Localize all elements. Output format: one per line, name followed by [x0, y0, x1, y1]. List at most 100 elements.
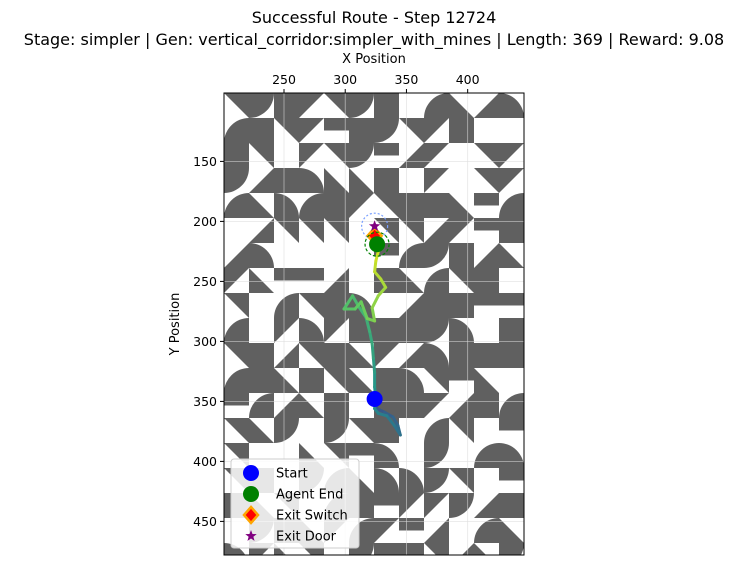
level-tile [424, 318, 449, 343]
level-tile [474, 193, 499, 206]
level-tile [399, 268, 424, 293]
route-segment [391, 415, 400, 427]
level-tile [474, 518, 499, 543]
level-tile [474, 393, 499, 418]
level-tile [374, 343, 399, 368]
level-tile [499, 293, 524, 306]
level-tile [224, 143, 249, 168]
level-tile [349, 443, 374, 456]
route-segment [392, 423, 402, 437]
level-tile [424, 518, 449, 543]
level-tile [474, 243, 499, 268]
route-segment [370, 342, 375, 360]
plot-frame [223, 92, 525, 556]
level-tile [374, 168, 399, 193]
level-tile [224, 343, 249, 368]
level-tile [324, 118, 349, 131]
level-tile [499, 518, 524, 543]
level-tile [249, 118, 274, 143]
legend: Start Agent End Exit Switch Exit Door [230, 458, 360, 549]
legend-marker-star [245, 530, 257, 541]
level-tile [299, 168, 324, 193]
level-tile [224, 268, 249, 293]
level-tile [224, 168, 249, 193]
legend-label: Start [276, 467, 308, 482]
level-tile [224, 418, 249, 443]
level-tile [324, 368, 349, 393]
route-segment [368, 330, 374, 346]
level-tile [324, 393, 349, 418]
level-tile [424, 93, 449, 118]
level-tile [349, 168, 374, 193]
level-tile [299, 343, 324, 368]
route-segment [373, 270, 383, 281]
level-tile [499, 243, 524, 268]
level-tile [374, 318, 399, 343]
level-tile [399, 118, 424, 143]
y-axis-ticks: 150 200 250 300 350 400 450 [193, 154, 224, 529]
level-tile [274, 118, 299, 143]
legend-label: Agent End [276, 488, 343, 503]
level-tile [424, 493, 449, 518]
y-tick-label: 300 [193, 334, 217, 349]
level-tile [399, 218, 424, 243]
level-tile [424, 393, 449, 418]
level-tile [474, 293, 499, 306]
level-tile [474, 268, 499, 293]
level-tile [274, 268, 299, 281]
y-tick-label: 400 [193, 454, 217, 469]
level-tile [324, 418, 349, 443]
route-segment [382, 410, 395, 419]
level-tile [299, 368, 324, 393]
x-tick-label: 300 [333, 72, 357, 87]
level-tile [349, 368, 374, 393]
level-tile [274, 293, 299, 318]
level-tile [274, 193, 299, 218]
start-marker [366, 391, 383, 407]
route-segment [371, 356, 377, 375]
level-tile [274, 418, 299, 443]
level-tile [499, 418, 524, 431]
agent-route [342, 242, 402, 437]
route-segment [342, 294, 355, 311]
level-tile [274, 218, 299, 243]
level-tile [499, 168, 524, 193]
level-tile [424, 218, 449, 243]
x-axis-ticks: 250 300 350 400 [272, 72, 480, 93]
legend-marker-circle [243, 486, 259, 502]
level-tile [299, 393, 324, 418]
level-tile [399, 293, 424, 318]
chart-subtitle: Stage: simpler | Gen: vertical_corridor:… [24, 30, 724, 50]
level-tile [399, 543, 424, 555]
y-axis-label: Y Position [168, 293, 183, 357]
level-tile [324, 93, 349, 118]
level-tile [349, 193, 374, 218]
level-tile [224, 368, 249, 393]
level-tile [299, 193, 324, 218]
level-tile [299, 93, 324, 118]
agent-end-marker [369, 236, 386, 253]
y-tick-label: 450 [193, 514, 217, 529]
level-tile [374, 518, 399, 543]
route-segment [376, 285, 388, 298]
level-tile [224, 293, 249, 318]
level-tile [324, 193, 349, 218]
level-tile [274, 168, 299, 193]
exit-door-marker [368, 220, 381, 232]
level-tile [399, 518, 424, 531]
route-markers [361, 212, 390, 407]
level-tile [499, 343, 524, 368]
level-tile [324, 293, 349, 318]
level-tile [274, 93, 299, 118]
level-tile [274, 318, 299, 343]
level-tile [449, 293, 474, 318]
level-tile [449, 368, 474, 381]
route-segment [370, 294, 380, 310]
level-tile [374, 193, 399, 218]
legend-label: Exit Door [276, 530, 337, 545]
level-tile [399, 393, 424, 418]
level-tile [424, 343, 449, 368]
level-tile [249, 93, 274, 118]
level-tile [424, 418, 449, 443]
